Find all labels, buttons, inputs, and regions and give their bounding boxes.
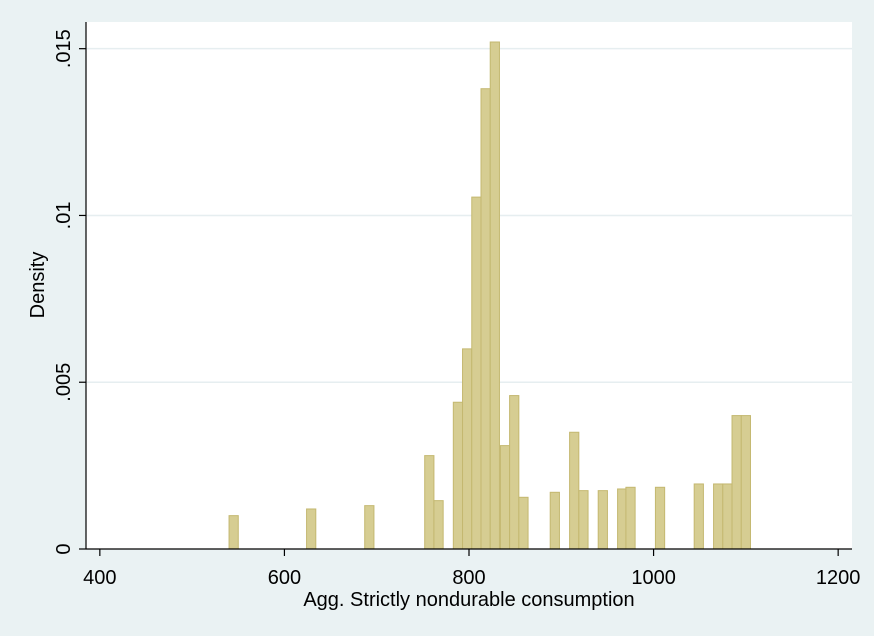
histogram-bar	[731, 415, 742, 550]
histogram-bar	[549, 491, 560, 550]
histogram-bars	[228, 41, 751, 550]
histogram-bar	[499, 445, 511, 550]
x-tick-label: 1200	[816, 567, 861, 589]
x-tick-label: 1000	[631, 567, 676, 589]
y-axis-ticks: 0 .005 .01 .015	[53, 29, 86, 555]
histogram-bar	[693, 483, 704, 550]
y-tick-label: .015	[53, 29, 75, 68]
histogram-bar	[489, 41, 500, 550]
histogram-bar	[578, 490, 589, 550]
histogram-bar	[569, 431, 580, 550]
histogram-bar	[462, 348, 473, 550]
x-tick-label: 800	[452, 567, 485, 589]
y-tick-label: .01	[53, 202, 75, 230]
histogram-bar	[480, 88, 491, 550]
histogram-bar	[654, 486, 666, 550]
x-tick-label: 600	[268, 567, 301, 589]
y-tick-label: 0	[53, 543, 75, 554]
histogram-bar	[722, 483, 733, 550]
y-axis-title: Density	[27, 252, 49, 319]
histogram-bar	[713, 483, 724, 550]
histogram-bar	[509, 395, 520, 550]
histogram-bar	[518, 496, 529, 550]
x-axis-ticks: 400 600 800 1000 1200	[83, 549, 860, 589]
histogram-bar	[597, 490, 608, 550]
histogram-bar	[740, 415, 751, 550]
y-tick-label: .005	[53, 363, 75, 402]
histogram-bar	[228, 515, 239, 550]
histogram-bar	[424, 455, 435, 550]
histogram-bar	[433, 500, 444, 550]
x-axis-title: Agg. Strictly nondurable consumption	[303, 589, 634, 611]
histogram-bar	[452, 401, 464, 550]
x-tick-label: 400	[83, 567, 116, 589]
histogram-bar	[306, 508, 317, 550]
histogram-bar	[625, 486, 636, 550]
histogram-bar	[471, 196, 482, 550]
histogram-bar	[364, 505, 375, 550]
